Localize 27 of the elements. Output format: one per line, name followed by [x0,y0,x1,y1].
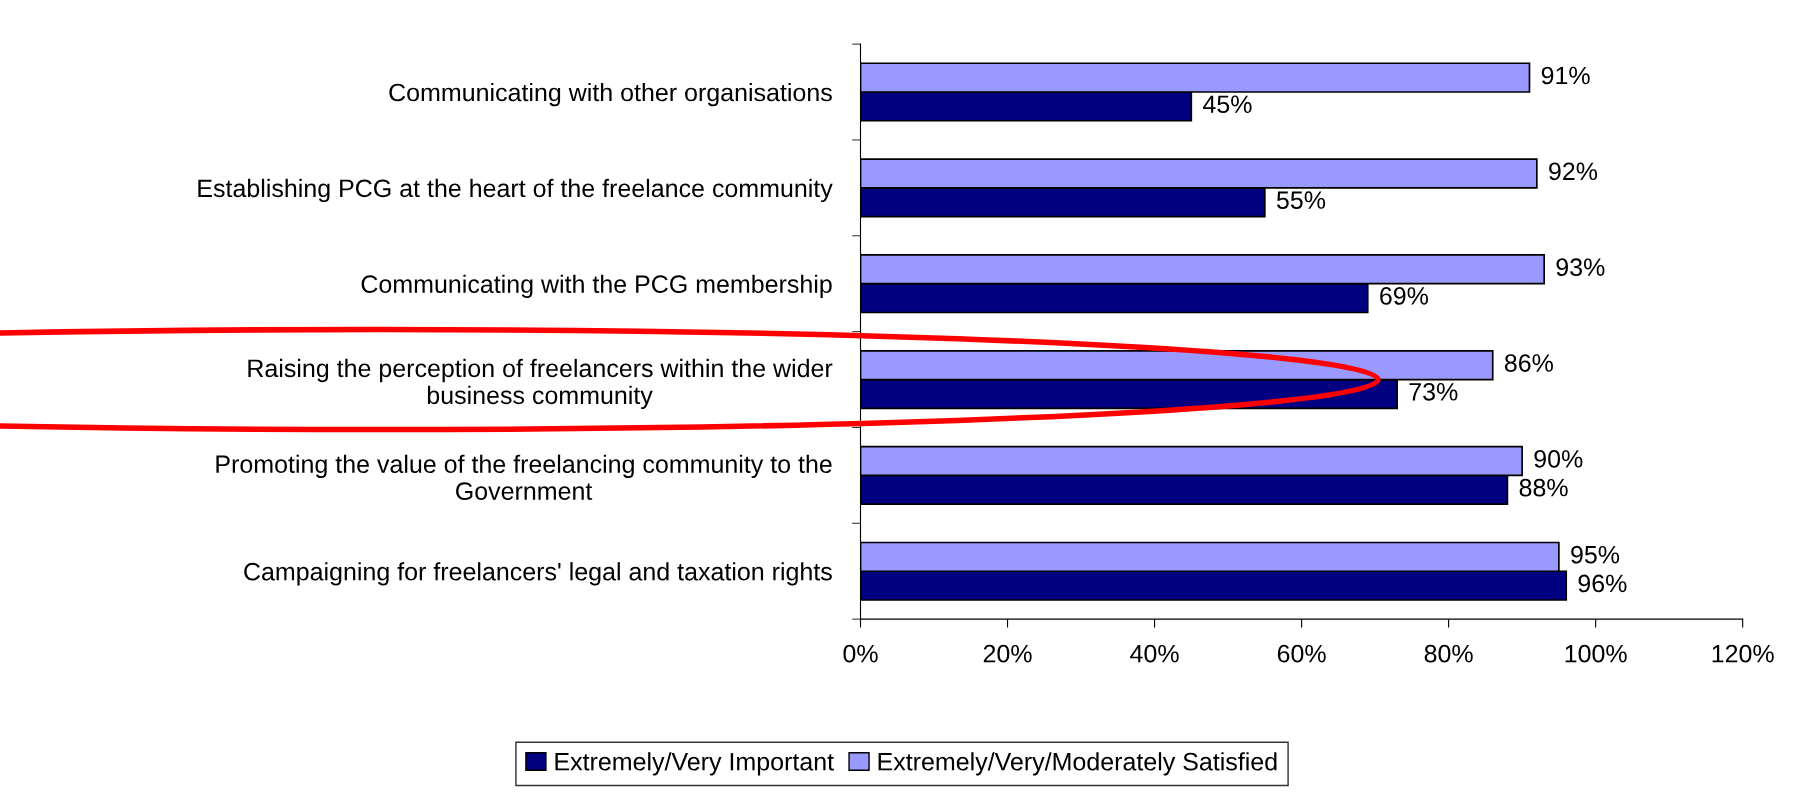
data-label: 86% [1504,354,1553,372]
legend-label: Extremely/Very Important [555,752,834,776]
y-tick-label: Establishing PCG at the heart of the freelance community [198,178,833,203]
data-label: 95% [1571,545,1620,564]
x-tick-label: 120% [1712,644,1774,663]
data-label: 90% [1534,450,1583,468]
data-label: 91% [1541,66,1590,85]
legend-label: Extremely/Very/Moderately Satisfied [878,752,1277,776]
y-tick-label: Communicating with other organisations [389,82,832,107]
data-label: 96% [1578,574,1627,593]
x-tick-label: 60% [1277,644,1326,663]
x-tick-label: 0% [843,644,878,663]
data-label: 45% [1203,95,1252,114]
y-tick-label: Communicating with the PCG membership [361,274,832,298]
x-tick-label: 100% [1565,644,1627,663]
y-tick-label: Campaigning for freelancers' legal and taxation rights [244,562,832,586]
y-tick-label: Promoting the value of the freelancing community to the Government [216,454,832,500]
data-label: 92% [1549,162,1598,181]
data-label: 93% [1556,258,1605,277]
data-label: 88% [1519,478,1568,497]
data-label: 73% [1409,382,1458,401]
x-tick-label: 80% [1424,644,1473,663]
data-label: 69% [1380,287,1429,305]
data-label: 55% [1276,191,1326,209]
x-tick-label: 20% [983,644,1032,663]
x-tick-label: 40% [1130,644,1179,663]
y-tick-label: Raising the perception of freelancers within the wider business community [248,358,833,410]
